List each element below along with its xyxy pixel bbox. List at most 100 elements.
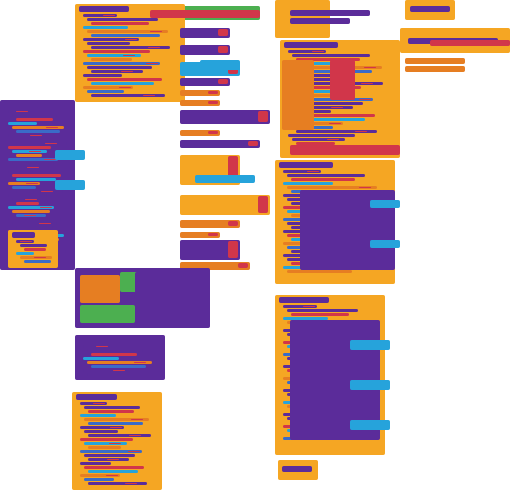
text-block[interactable] [27,167,40,168]
code-block[interactable] [88,446,121,449]
code-block[interactable] [8,146,51,149]
text-block[interactable] [326,139,339,140]
block-header[interactable] [284,42,338,48]
code-block[interactable] [80,450,142,453]
code-block[interactable] [283,170,321,173]
code-block[interactable] [8,182,41,185]
text-block[interactable] [337,59,350,60]
text-block[interactable] [208,101,218,104]
text-block[interactable] [303,306,316,307]
code-block[interactable] [83,62,161,65]
text-block[interactable] [329,123,342,124]
code-block[interactable] [16,154,43,157]
text-block[interactable] [258,111,268,122]
code-block[interactable] [84,418,149,421]
text-block[interactable] [228,156,238,183]
code-block[interactable] [87,54,141,57]
text-block[interactable] [146,63,159,64]
text-block[interactable] [126,467,139,468]
text-block[interactable] [357,115,370,116]
text-block[interactable] [46,127,59,128]
text-block[interactable] [208,91,218,94]
code-block[interactable] [8,134,44,137]
code-block[interactable] [296,106,354,109]
code-block[interactable] [87,349,144,352]
text-block[interactable] [20,241,32,242]
code-block[interactable] [88,422,143,425]
code-block[interactable] [87,90,125,93]
code-block[interactable] [282,466,312,472]
component-block[interactable] [350,420,390,430]
text-block[interactable] [238,263,248,268]
code-block[interactable] [282,60,314,130]
text-block[interactable] [124,483,137,484]
text-block[interactable] [258,196,268,213]
code-block[interactable] [292,90,352,93]
code-block[interactable] [83,50,150,53]
code-block[interactable] [91,94,165,97]
text-block[interactable] [45,143,58,144]
text-block[interactable] [41,191,54,192]
code-block[interactable] [80,426,125,429]
code-block[interactable] [87,66,152,69]
code-block[interactable] [180,232,220,238]
text-block[interactable] [150,31,163,32]
code-block[interactable] [84,478,114,481]
code-block[interactable] [91,46,171,49]
component-block[interactable] [350,380,390,390]
text-block[interactable] [208,131,218,134]
code-block[interactable] [88,434,152,437]
code-block[interactable] [180,130,220,136]
text-block[interactable] [355,131,367,132]
code-block[interactable] [287,174,365,177]
code-block[interactable] [16,252,34,255]
code-block[interactable] [83,369,128,372]
text-block[interactable] [130,419,143,420]
code-block[interactable] [88,482,147,485]
code-block[interactable] [80,474,120,477]
code-block[interactable] [83,38,139,41]
code-block[interactable] [83,14,118,17]
code-block[interactable] [180,28,230,38]
code-block[interactable] [180,240,240,260]
code-block[interactable] [83,86,133,89]
text-block[interactable] [218,29,228,36]
block-header[interactable] [79,337,120,343]
code-block[interactable] [80,438,134,441]
text-block[interactable] [311,51,324,52]
code-block[interactable] [288,74,350,77]
code-block[interactable] [287,186,377,189]
code-block[interactable] [296,94,342,97]
text-block[interactable] [332,179,345,180]
text-block[interactable] [24,199,37,200]
block-header[interactable] [12,232,35,238]
code-block[interactable] [283,305,318,308]
text-block[interactable] [103,15,116,16]
block-header[interactable] [279,297,329,303]
text-block[interactable] [96,346,109,347]
text-block[interactable] [23,215,36,216]
text-block[interactable] [120,71,133,72]
text-block[interactable] [16,111,29,112]
text-block[interactable] [124,39,137,40]
text-block[interactable] [93,403,106,404]
code-block[interactable] [91,365,146,368]
code-block[interactable] [296,58,360,61]
text-block[interactable] [113,370,126,371]
text-block[interactable] [359,99,372,100]
text-block[interactable] [142,95,155,96]
code-block[interactable] [291,178,355,181]
code-block[interactable] [84,454,136,457]
block-header[interactable] [79,6,129,12]
code-block[interactable] [8,194,48,197]
code-block[interactable] [405,58,465,64]
code-block[interactable] [16,190,64,193]
code-block[interactable] [87,373,122,376]
code-block[interactable] [91,22,149,25]
component-block[interactable] [370,240,400,248]
code-block[interactable] [410,6,450,12]
component-block[interactable] [55,180,85,190]
code-block[interactable] [405,66,465,72]
code-block[interactable] [283,182,333,185]
text-block[interactable] [127,451,140,452]
